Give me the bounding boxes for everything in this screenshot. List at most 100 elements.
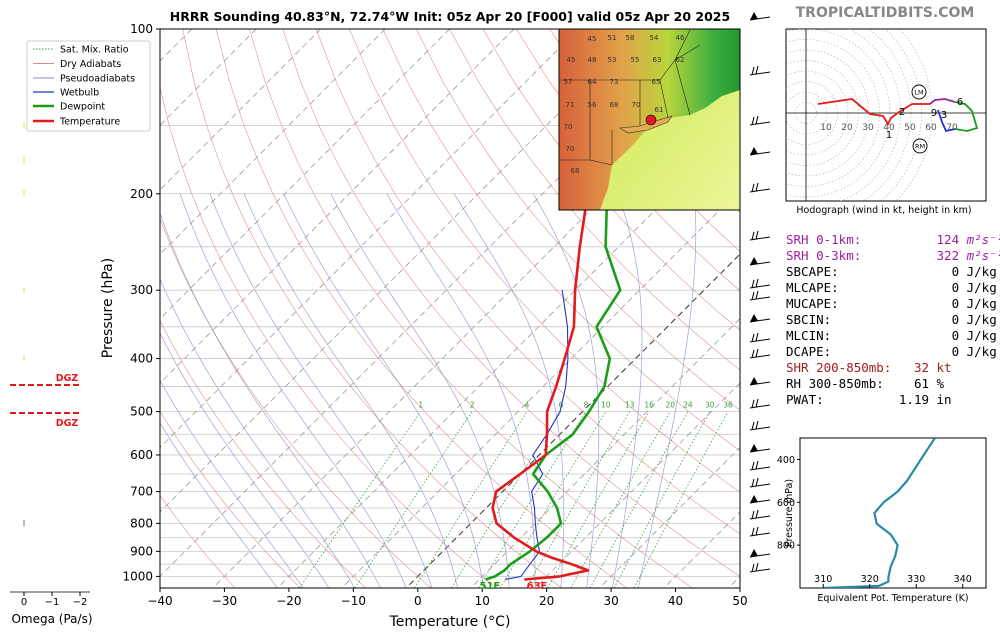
stat-unit: J/kg [966,264,997,279]
mixing-ratio-label: 13 [625,401,635,410]
wind-barb-flag [750,314,758,322]
wind-barb-feather [751,66,755,76]
isotherm-line [160,29,579,449]
stat-row: SHR 200-850mb: 32 kt [786,360,952,375]
isotherm-line [160,29,515,384]
stat-unit: m²s⁻² [966,248,1000,263]
theta-x-tick-label: 320 [861,574,879,585]
wind-barb-flag [750,257,758,265]
omega-panel: DGZ DGZ 0 −1 −2 Omega (Pa/s) [10,122,93,626]
wind-barb-staff [749,338,771,343]
mixing-ratio-line [499,411,607,588]
hodograph-ring-label: 30 [862,123,874,133]
hodograph-height-label: 6 [957,97,963,108]
map-value-label: 57 [564,78,573,86]
y-tick-label: 200 [130,187,153,201]
isotherm-line [160,29,322,191]
mixing-ratio-label: 16 [644,401,654,410]
theta-y-tick-label: 800 [777,541,795,552]
hodograph-height-label: 2 [899,107,905,118]
stat-unit: J/kg [966,312,997,327]
theta-ylabel: Pressure (hPa) [784,479,795,547]
omega-tick-1: −1 [45,597,60,608]
legend-dry-adiabats: Dry Adiabats [60,59,121,70]
wind-barb-feather [755,182,759,192]
stat-value: 0 [898,344,967,359]
mixing-ratio-label: 20 [666,401,676,410]
isotherm-line [160,29,257,126]
dry-adiabat-line [160,494,236,588]
mixing-ratio-label: 24 [683,401,693,410]
mixing-ratio-line [478,411,587,588]
stat-row: PWAT: 1.19 in [786,392,952,407]
map-value-label: 68 [610,101,619,109]
stat-label: DCAPE: [786,344,899,359]
series-wetbulb-line [504,290,569,581]
map-value-label: 56 [588,101,597,109]
hodograph-ring-label: 40 [883,123,895,133]
stat-label: MUCAPE: [786,296,899,311]
skewt-plot: 1 2 4 6 8 10 13 16 20 24 30 36 −40 −30 −20 −10 0 10 20 30 4… [100,22,748,630]
wind-barb-staff [749,466,771,471]
mixing-ratio-label: 8 [584,401,589,410]
pseudoadiabat-line [160,379,304,588]
x-tick-label: 20 [539,594,554,608]
map-value-label: 46 [676,34,685,42]
mixing-ratio-line [299,411,422,588]
mixing-ratio-line [633,411,729,588]
wind-barb-staff [749,483,771,488]
pseudoadiabat-line [532,193,600,588]
map-value-label: 71 [566,101,575,109]
mixing-ratio-label: 2 [470,401,475,410]
stat-row: SBCIN: 0 J/kg [786,312,997,327]
stat-value: 32 [898,360,937,375]
stat-value: 0 [898,328,967,343]
y-tick-label: 800 [130,516,153,530]
stat-value: 0 [898,280,967,295]
wind-barb-feather [755,526,759,536]
stat-value: 124 [898,232,967,247]
wind-barb-feather [751,183,755,193]
stat-unit: % [936,376,945,391]
y-tick-label: 500 [130,405,153,419]
x-tick-label: 50 [732,594,747,608]
dgz-label-top: DGZ [56,373,79,384]
mixing-ratio-label: 36 [723,401,733,410]
isotherm-line [160,29,386,255]
hodograph-ring-label: 70 [946,123,958,133]
sounding-location-marker [645,114,657,126]
wind-barb-flag [750,549,758,557]
wind-barb-feather [755,477,759,487]
pseudoadiabat-line [243,193,459,588]
isotherm-line [277,124,740,588]
wind-barb-feather [755,420,759,430]
dry-adiabat-line [160,217,432,588]
dry-adiabat-line [516,29,740,292]
wind-barb-flag [750,12,758,20]
theta-x-tick-label: 310 [814,574,832,585]
skewt-ylabel: Pressure (hPa) [100,258,116,358]
wind-barb-feather [751,461,755,471]
wind-barb-staff [749,426,771,431]
stat-label: PWAT: [786,392,899,407]
hodograph-ring-label: 10 [820,123,832,133]
map-value-label: 48 [588,56,597,64]
mixing-ratio-line [526,411,631,588]
x-tick-label: 10 [475,594,490,608]
long-island-shape [619,115,673,134]
map-value-label: 45 [588,35,597,43]
dry-adiabat-line [160,410,301,588]
pseudoadiabat-line [386,193,536,588]
legend-pseudoadiabats: Pseudoadiabats [60,74,135,85]
isotherm-line [405,253,740,588]
pseudoadiabat-line [209,193,433,588]
wind-barb-feather [751,510,755,520]
map-value-label: 54 [650,34,659,42]
x-tick-label: −10 [341,594,366,608]
theta-x-tick-label: 340 [954,574,972,585]
chart-title: HRRR Sounding 40.83°N, 72.74°W Init: 05z… [170,9,730,24]
mixing-ratio-label: 4 [525,401,530,410]
map-inset: 45 51 58 54 46 45 48 53 55 63 62 65 57 64 73 71 56 68 70 61… [558,28,741,211]
stat-label: RH 300-850mb: [786,376,899,391]
x-tick-label: −20 [276,594,301,608]
